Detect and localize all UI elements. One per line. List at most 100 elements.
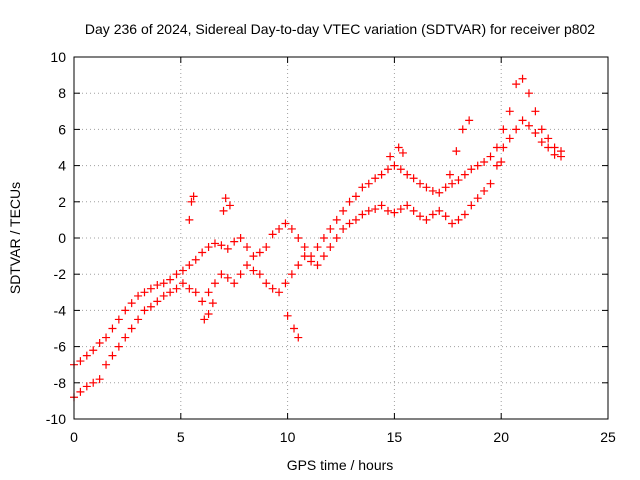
data-point — [499, 143, 508, 152]
x-tick-label: 10 — [280, 429, 296, 445]
data-point — [422, 183, 431, 192]
data-point — [435, 188, 444, 197]
data-point — [95, 375, 104, 384]
data-point — [230, 279, 239, 288]
data-point — [452, 147, 461, 156]
data-point — [486, 152, 495, 161]
data-point — [281, 279, 290, 288]
data-point — [518, 116, 527, 125]
data-point — [332, 234, 341, 242]
data-point — [249, 252, 258, 261]
x-tick-label: 25 — [600, 429, 616, 445]
data-point — [159, 279, 168, 288]
data-point — [454, 215, 463, 224]
data-point — [294, 234, 303, 242]
data-point — [187, 197, 196, 206]
data-point — [422, 215, 431, 224]
data-point — [416, 212, 425, 221]
data-point — [200, 315, 209, 324]
data-point — [236, 234, 245, 242]
data-point — [428, 210, 437, 219]
data-point — [95, 338, 104, 347]
data-point — [243, 261, 252, 270]
y-tick-label: 0 — [58, 230, 66, 246]
data-point — [326, 243, 335, 252]
data-point — [531, 107, 540, 116]
data-point — [358, 210, 367, 219]
data-point — [467, 201, 476, 210]
data-point — [134, 291, 143, 300]
data-point — [313, 261, 322, 270]
data-point — [358, 183, 367, 192]
data-point — [345, 197, 354, 206]
data-point — [189, 192, 198, 201]
data-point — [102, 360, 111, 369]
data-point — [524, 89, 533, 98]
data-point — [191, 288, 200, 297]
data-point — [219, 206, 228, 215]
data-point — [210, 239, 219, 248]
data-point — [454, 176, 463, 185]
data-point — [441, 212, 450, 221]
data-point — [178, 266, 187, 275]
y-tick-label: 8 — [58, 85, 66, 101]
data-point — [492, 161, 501, 170]
y-tick-label: 10 — [50, 49, 66, 65]
data-point — [390, 208, 399, 217]
data-point — [140, 306, 149, 315]
data-point — [531, 129, 540, 138]
data-point — [486, 179, 495, 188]
y-axis-label: SDTVAR / TECUs — [7, 182, 23, 294]
data-point — [108, 351, 117, 360]
data-point — [467, 165, 476, 174]
data-point — [473, 194, 482, 203]
data-point — [371, 205, 380, 214]
data-point — [319, 234, 328, 242]
data-point — [223, 273, 232, 282]
data-point — [172, 284, 181, 293]
data-point — [146, 284, 155, 293]
data-point — [134, 315, 143, 324]
grid — [74, 57, 608, 419]
data-point — [255, 270, 264, 279]
y-tick-label: 6 — [58, 121, 66, 137]
data-point — [409, 206, 418, 215]
data-series — [70, 116, 566, 402]
data-point — [537, 138, 546, 147]
data-point — [287, 270, 296, 279]
y-tick-label: -8 — [54, 375, 67, 391]
data-point — [294, 261, 303, 270]
y-tick-label: -2 — [54, 266, 67, 282]
data-point — [396, 165, 405, 174]
data-point — [204, 310, 213, 319]
data-point — [230, 237, 239, 246]
data-point — [198, 248, 207, 257]
y-axis: -10 -8 -6 -4 -2 0 2 4 6 8 10 — [46, 49, 608, 427]
data-point — [416, 179, 425, 188]
x-tick-label: 5 — [177, 429, 185, 445]
data-point — [518, 74, 527, 83]
data-point — [339, 206, 348, 215]
data-point — [383, 165, 392, 174]
data-point — [383, 206, 392, 215]
data-point — [262, 279, 271, 288]
data-point — [243, 243, 252, 252]
data-point — [121, 333, 130, 342]
data-point — [290, 324, 299, 333]
data-point — [153, 281, 162, 290]
data-point — [364, 206, 373, 215]
data-point — [524, 121, 533, 130]
data-point — [300, 243, 309, 252]
data-point — [221, 194, 230, 203]
data-point — [435, 206, 444, 215]
data-point — [166, 275, 175, 284]
data-point — [294, 333, 303, 342]
data-point — [396, 205, 405, 214]
data-point — [428, 186, 437, 195]
data-point — [127, 324, 136, 333]
data-point — [448, 179, 457, 188]
data-point — [332, 215, 341, 224]
data-point — [255, 248, 264, 257]
data-point — [409, 174, 418, 183]
data-point — [89, 378, 98, 387]
